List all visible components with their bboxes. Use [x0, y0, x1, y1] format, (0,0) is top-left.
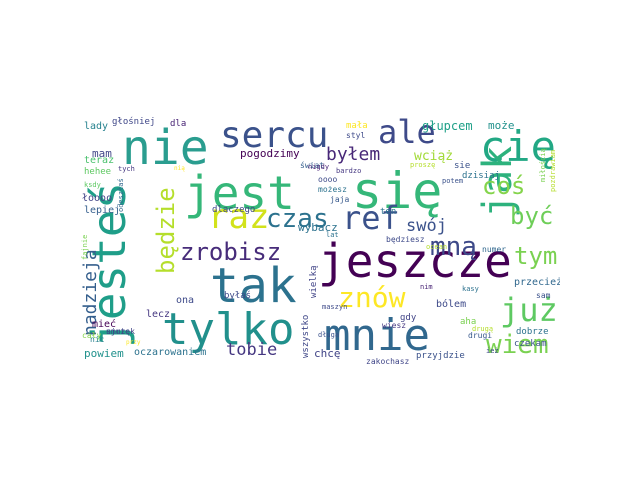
word-fajnie: fajnie: [81, 234, 89, 260]
word-mozesz: możesz: [318, 185, 347, 194]
word-glupcem: głupcem: [422, 119, 473, 133]
word-sie: się: [352, 162, 443, 220]
word-ksdy: ksdy: [84, 181, 101, 189]
word-tak: tak: [210, 258, 297, 314]
word-cloud: jest się nie jesteś jeszcze tak tylko mn…: [80, 108, 560, 372]
word-cos: coś: [482, 172, 526, 200]
word-jaja: jaja: [330, 195, 350, 204]
word-raz: raz: [208, 197, 270, 237]
word-nie: nie: [122, 120, 209, 176]
word-hehee: hehee: [84, 167, 112, 177]
word-tobie: tobie: [226, 340, 278, 360]
word-bylas: byłaś: [224, 291, 252, 301]
word-caly: cały: [82, 331, 102, 340]
word-smutek: smutek: [106, 327, 135, 336]
word-bardzo: bardzo: [336, 167, 362, 175]
word-jeszcze: jeszcze: [318, 234, 512, 288]
word-tym: tym: [514, 242, 558, 270]
word-dla: dla: [170, 119, 187, 129]
word-dobrze: dobrze: [516, 327, 549, 337]
word-tych: tych: [118, 165, 135, 173]
word-nic: nic: [90, 335, 105, 344]
word-miloscia: miłością: [539, 148, 547, 182]
word-sam: sam: [536, 291, 551, 300]
word-iez: ież: [486, 347, 499, 355]
word-przeciez: przecież: [514, 277, 560, 288]
word-juz: już: [500, 291, 558, 329]
word-czas: czas: [266, 204, 329, 234]
word-dlaczego: dlaczego: [212, 205, 256, 215]
word-mam: mam: [92, 147, 112, 160]
word-pozdrawiam: pozdrawiam: [549, 149, 557, 192]
word-maszyn: maszyn: [322, 303, 348, 311]
word-moze: może: [488, 119, 515, 132]
word-dzisiaj: dzisiaj: [462, 171, 500, 181]
word-aha: aha: [460, 317, 477, 327]
word-cie: cię: [480, 122, 556, 171]
word-wiem: wiem: [486, 330, 549, 360]
word-drugi: drugi: [468, 331, 493, 340]
word-potem: potem: [442, 177, 464, 185]
word-lat: lat: [326, 231, 339, 239]
word-tylko: tylko: [162, 304, 295, 355]
word-mnie: mnie: [324, 310, 430, 361]
word-ten: ten: [380, 207, 397, 217]
word-bolem: bólem: [436, 299, 467, 310]
word-lepiej: lepiej: [84, 205, 121, 216]
word-nim: nim: [420, 283, 433, 291]
word-oooo: oooo: [318, 175, 338, 184]
word-bedzie: będzie: [152, 187, 180, 274]
word-dluga: długa: [318, 331, 340, 339]
word-przyjdzie: przyjdzie: [416, 351, 465, 361]
word-znow: znów: [338, 281, 406, 314]
word-prosze: proszę: [410, 161, 436, 169]
word-wielka: wielką: [309, 265, 319, 298]
word-przy: przy: [126, 339, 141, 346]
word-pogodzimy: pogodzimy: [240, 147, 300, 160]
word-sie-small: sie: [454, 161, 471, 171]
word-zrobisz: zrobisz: [180, 238, 282, 266]
word-teraz: teraz: [84, 155, 115, 166]
word-swiat: świat: [300, 161, 325, 170]
word-wybacz: wybacz: [298, 221, 338, 234]
word-glosniej: głośniej: [112, 117, 156, 127]
word-czekam: czekam: [514, 339, 547, 349]
word-swoj: swój: [406, 216, 447, 236]
word-lecz: lecz: [146, 309, 171, 320]
word-oczarowaniem: oczarowaniem: [134, 347, 207, 358]
word-ocean: ocean: [426, 243, 448, 251]
word-byc: być: [510, 202, 554, 230]
word-chce: chcę: [314, 347, 341, 360]
word-loooo: łoooo: [82, 193, 113, 204]
word-lady: lady: [84, 121, 109, 132]
word-odeszlas: odeszłaś: [117, 178, 125, 212]
word-sercu: sercu: [220, 115, 329, 156]
word-wiesz: wiesz: [382, 321, 407, 330]
word-mna: mną: [430, 232, 477, 262]
word-bedziesz: będziesz: [386, 235, 425, 244]
word-nigdy: nigdy: [308, 163, 330, 171]
word-zakochasz: zakochasz: [366, 357, 410, 366]
word-gdy: gdy: [400, 313, 417, 323]
word-kasy: kasy: [462, 285, 479, 293]
word-jest: jest: [184, 166, 295, 220]
word-miec: mieć: [92, 319, 117, 330]
word-bylem: byłem: [326, 144, 381, 165]
word-nia: nią: [174, 165, 185, 172]
word-druga: drugą: [472, 325, 494, 333]
word-ale: ale: [378, 113, 436, 151]
word-styl: styl: [346, 131, 366, 140]
word-powiem: powiem: [84, 347, 124, 360]
word-ona: ona: [176, 295, 195, 306]
word-wciaz: wciąż: [414, 149, 454, 164]
word-mala: mała: [346, 121, 368, 131]
word-wszystko: wszystko: [301, 314, 311, 358]
word-ujrze: ujrzę: [106, 327, 131, 336]
word-numer: numer: [482, 245, 507, 254]
word-ref: ref: [342, 199, 400, 237]
